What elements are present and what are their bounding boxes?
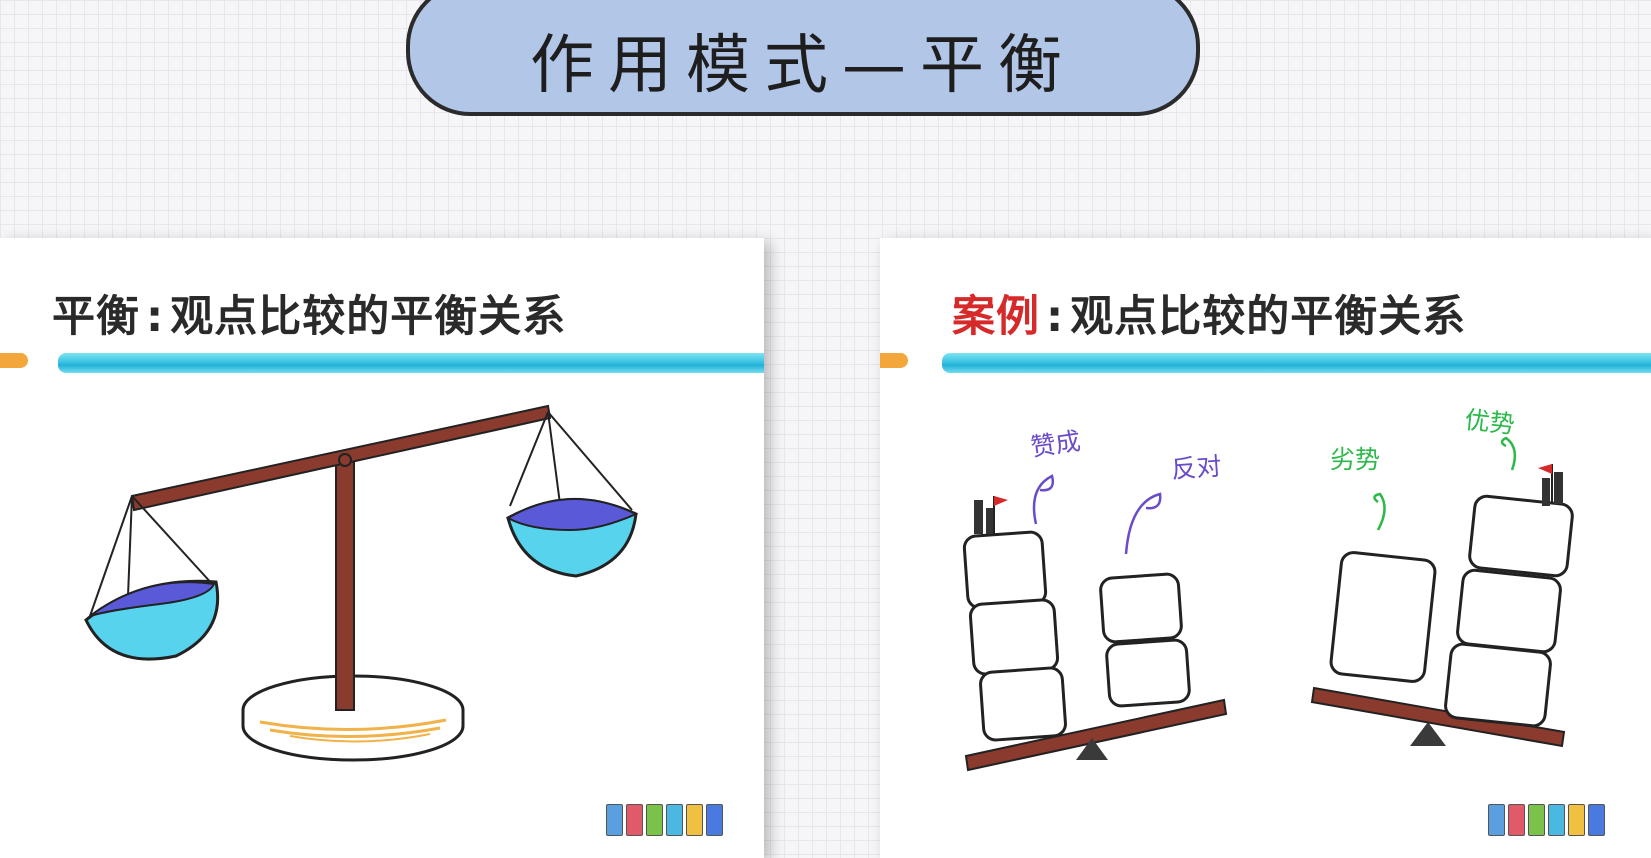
arrow-curve <box>1373 492 1386 531</box>
flag-figure <box>1542 478 1550 506</box>
string <box>89 495 133 617</box>
seesaw-fulcrum <box>1076 738 1108 760</box>
card-balance-concept: 平衡: 观点比较的平衡关系 <box>0 238 764 858</box>
string <box>547 411 561 505</box>
string <box>547 411 633 511</box>
book-icon <box>1568 804 1585 836</box>
flag-figure <box>986 508 995 534</box>
book-icon <box>666 804 683 836</box>
book-icon <box>1528 804 1545 836</box>
block <box>1468 494 1574 578</box>
block <box>1099 572 1183 644</box>
block <box>1329 551 1437 683</box>
heading-text: 观点比较的平衡关系 <box>170 292 567 342</box>
book-icon <box>1588 804 1605 836</box>
right-pan-top <box>505 498 639 532</box>
label-for: 赞成 <box>1029 426 1083 462</box>
heading-text: 观点比较的平衡关系 <box>1070 292 1467 342</box>
block <box>1105 638 1191 708</box>
book-icon <box>1548 804 1565 836</box>
string <box>127 495 133 597</box>
book-icon <box>686 804 703 836</box>
card-heading: 平衡: 观点比较的平衡关系 <box>52 282 566 344</box>
flag-figure <box>1554 472 1563 504</box>
highlight-stripe <box>58 353 764 373</box>
block <box>979 666 1067 742</box>
title-banner: 作用模式—平衡 <box>406 0 1200 116</box>
book-logo-icon <box>606 804 723 836</box>
highlight-stripe <box>942 353 1651 373</box>
page-title: 作用模式—平衡 <box>530 29 1076 103</box>
base-stroke <box>259 718 447 731</box>
balance-scale-icon <box>84 404 639 762</box>
book-icon <box>706 804 723 836</box>
heading-keyword: 案例 <box>952 292 1040 342</box>
block <box>962 530 1048 610</box>
seesaw-icon: 赞成 反对 劣势 优势 <box>962 405 1574 772</box>
seesaw-fulcrum <box>1410 722 1446 746</box>
flag-icon <box>1538 464 1552 474</box>
book-icon <box>1488 804 1505 836</box>
seesaw-plank <box>964 698 1228 772</box>
arrow-curve <box>1500 436 1517 471</box>
heading-keyword: 平衡 <box>52 292 140 342</box>
block <box>968 598 1060 676</box>
heading-colon: : <box>1046 292 1065 342</box>
scale-pillar <box>335 459 355 711</box>
arrow-curve <box>1032 474 1054 525</box>
arrow-curve <box>1124 492 1162 555</box>
card-balance-case: 案例: 观点比较的平衡关系 赞成 反对 <box>880 238 1651 858</box>
base-stroke <box>289 733 431 743</box>
base-stroke <box>269 726 441 738</box>
book-icon <box>626 804 643 836</box>
label-against: 反对 <box>1170 452 1222 484</box>
card-heading: 案例: 观点比较的平衡关系 <box>952 282 1466 344</box>
orange-marker <box>880 353 908 368</box>
book-icon <box>646 804 663 836</box>
block <box>1444 642 1552 728</box>
beam-pivot <box>338 453 352 467</box>
string <box>131 495 215 587</box>
string <box>509 411 549 507</box>
label-weakness: 劣势 <box>1330 445 1380 474</box>
label-strength: 优势 <box>1463 405 1516 439</box>
block <box>1456 568 1562 654</box>
scale-base-rim <box>241 710 465 762</box>
flag-icon <box>994 496 1008 506</box>
book-logo-icon <box>1488 804 1605 836</box>
flag-figure <box>974 500 983 534</box>
orange-marker <box>0 353 28 368</box>
book-icon <box>1508 804 1525 836</box>
heading-colon: : <box>146 292 165 342</box>
left-pan-top <box>89 581 216 617</box>
book-icon <box>606 804 623 836</box>
